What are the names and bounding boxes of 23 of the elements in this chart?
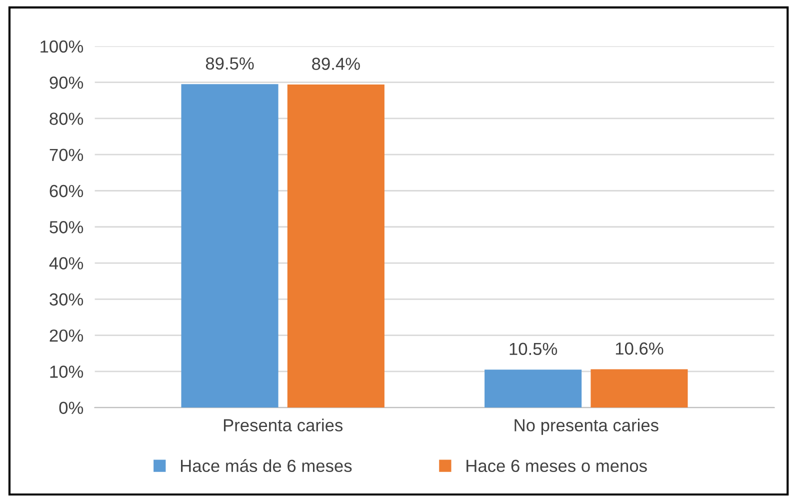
x-tick-label: Presenta caries	[224, 418, 343, 432]
data-label: 89.5%	[206, 57, 254, 70]
y-tick-label: 60%	[50, 184, 84, 198]
y-tick-label: 80%	[50, 112, 84, 125]
bar	[181, 84, 278, 408]
data-label: 89.4%	[312, 58, 360, 70]
legend-label: Hace más de 6 meses	[181, 459, 352, 472]
legend-label: Hace 6 meses o menos	[466, 460, 647, 472]
bar	[287, 84, 384, 408]
x-tick-label: No presenta caries	[514, 418, 658, 435]
y-tick-label: 70%	[50, 148, 84, 162]
y-tick-label: 50%	[50, 221, 84, 234]
bar	[484, 370, 582, 408]
data-label: 10.5%	[510, 342, 558, 356]
y-tick-label: 10%	[50, 366, 84, 378]
y-tick-label: 20%	[50, 329, 84, 342]
y-tick-label: 100%	[40, 40, 84, 53]
y-tick-label: 30%	[50, 293, 84, 306]
bar	[590, 369, 688, 408]
y-tick-label: 0%	[59, 402, 84, 414]
y-tick-label: 90%	[50, 76, 84, 89]
y-tick-label: 40%	[49, 257, 84, 270]
data-label: 10.6%	[616, 342, 664, 355]
